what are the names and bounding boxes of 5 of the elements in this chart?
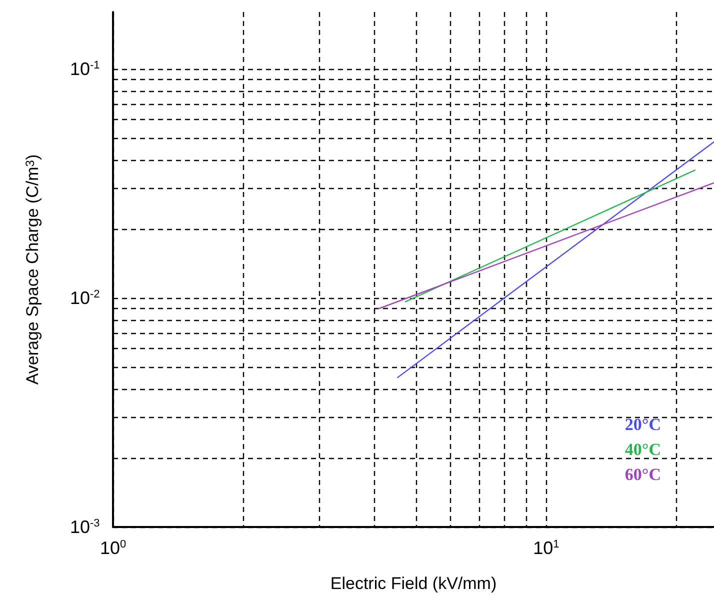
text: 20°C: [624, 415, 662, 434]
text: 60°C: [624, 465, 662, 484]
x-axis-title: Electric Field (kV/mm): [330, 574, 497, 593]
text: 40°C: [624, 440, 662, 459]
y-axis-title: Average Space Charge (C/m3): [23, 154, 42, 385]
